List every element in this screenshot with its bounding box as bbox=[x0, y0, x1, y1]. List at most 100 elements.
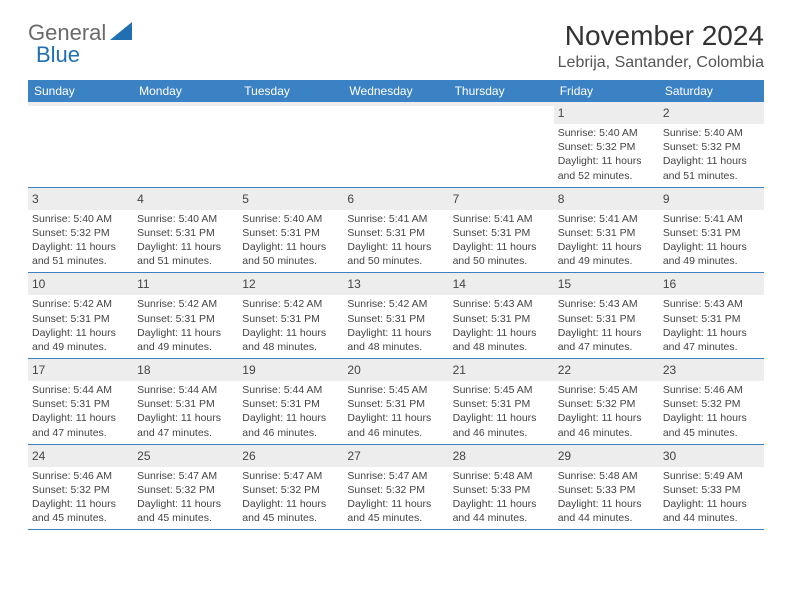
day-number: 28 bbox=[453, 449, 466, 463]
daynum-row: 21 bbox=[449, 359, 554, 381]
daynum-row: 30 bbox=[659, 445, 764, 467]
day-cell: 25 Sunrise: 5:47 AMSunset: 5:32 PMDayligh… bbox=[133, 445, 238, 530]
day-cell: 27Sunrise: 5:47 AMSunset: 5:32 PMDayligh… bbox=[343, 445, 448, 530]
day-content: Sunrise: 5:40 AMSunset: 5:32 PMDaylight:… bbox=[32, 212, 129, 269]
day-content: Sunrise: 5:44 AMSunset: 5:31 PMDaylight:… bbox=[32, 383, 129, 440]
day-content: Sunrise: 5:44 AMSunset: 5:31 PMDaylight:… bbox=[137, 383, 234, 440]
day-number: 12 bbox=[242, 277, 255, 291]
calendar: SundayMondayTuesdayWednesdayThursdayFrid… bbox=[28, 80, 764, 530]
daynum-row bbox=[28, 102, 133, 106]
day-cell bbox=[449, 102, 554, 187]
daynum-row: 22 bbox=[554, 359, 659, 381]
day-number: 5 bbox=[242, 192, 249, 206]
day-cell: 1Sunrise: 5:40 AMSunset: 5:32 PMDaylight… bbox=[554, 102, 659, 187]
day-number: 9 bbox=[663, 192, 670, 206]
day-cell: 10 Sunrise: 5:42 AMSunset: 5:31 PMDayligh… bbox=[28, 273, 133, 358]
daynum-row: 4 bbox=[133, 188, 238, 210]
day-cell: 9Sunrise: 5:41 AMSunset: 5:31 PMDaylight… bbox=[659, 188, 764, 273]
day-content: Sunrise: 5:48 AMSunset: 5:33 PMDaylight:… bbox=[453, 469, 550, 526]
day-number: 2 bbox=[663, 106, 670, 120]
day-content: Sunrise: 5:49 AMSunset: 5:33 PMDaylight:… bbox=[663, 469, 760, 526]
logo-word-blue: Blue bbox=[36, 42, 80, 67]
day-number: 18 bbox=[137, 363, 150, 377]
daynum-row: 8 bbox=[554, 188, 659, 210]
day-cell: 17 Sunrise: 5:44 AMSunset: 5:31 PMDayligh… bbox=[28, 359, 133, 444]
day-cell: 7Sunrise: 5:41 AMSunset: 5:31 PMDaylight… bbox=[449, 188, 554, 273]
day-number: 23 bbox=[663, 363, 676, 377]
day-number: 20 bbox=[347, 363, 360, 377]
logo-triangle-icon bbox=[110, 22, 132, 45]
day-cell: 28 Sunrise: 5:48 AMSunset: 5:33 PMDayligh… bbox=[449, 445, 554, 530]
day-cell: 5 Sunrise: 5:40 AMSunset: 5:31 PMDaylight… bbox=[238, 188, 343, 273]
day-cell: 13Sunrise: 5:42 AMSunset: 5:31 PMDayligh… bbox=[343, 273, 448, 358]
day-content: Sunrise: 5:45 AMSunset: 5:32 PMDaylight:… bbox=[558, 383, 655, 440]
day-content: Sunrise: 5:47 AMSunset: 5:32 PMDaylight:… bbox=[242, 469, 339, 526]
day-number: 1 bbox=[558, 106, 565, 120]
day-number: 29 bbox=[558, 449, 571, 463]
day-cell: 23 Sunrise: 5:46 AMSunset: 5:32 PMDayligh… bbox=[659, 359, 764, 444]
daynum-row: 23 bbox=[659, 359, 764, 381]
day-number: 17 bbox=[32, 363, 45, 377]
daynum-row: 12 bbox=[238, 273, 343, 295]
daynum-row: 26 bbox=[238, 445, 343, 467]
day-content: Sunrise: 5:42 AMSunset: 5:31 PMDaylight:… bbox=[242, 297, 339, 354]
day-content: Sunrise: 5:42 AMSunset: 5:31 PMDaylight:… bbox=[347, 297, 444, 354]
day-content: Sunrise: 5:47 AMSunset: 5:32 PMDaylight:… bbox=[137, 469, 234, 526]
day-cell: 14 Sunrise: 5:43 AMSunset: 5:31 PMDayligh… bbox=[449, 273, 554, 358]
week-row: 17 Sunrise: 5:44 AMSunset: 5:31 PMDayligh… bbox=[28, 359, 764, 445]
day-number: 8 bbox=[558, 192, 565, 206]
daynum-row bbox=[449, 102, 554, 106]
daynum-row: 14 bbox=[449, 273, 554, 295]
day-number: 19 bbox=[242, 363, 255, 377]
week-row: 1 Sunrise: 5:40 AMSunset: 5:32 PMDaylight… bbox=[28, 102, 764, 188]
day-content: Sunrise: 5:40 AMSunset: 5:31 PMDaylight:… bbox=[137, 212, 234, 269]
daynum-row: 28 bbox=[449, 445, 554, 467]
day-cell: 24Sunrise: 5:46 AMSunset: 5:32 PMDayligh… bbox=[28, 445, 133, 530]
day-cell: 18 Sunrise: 5:44 AMSunset: 5:31 PMDayligh… bbox=[133, 359, 238, 444]
day-cell bbox=[238, 102, 343, 187]
day-cell: 16Sunrise: 5:43 AMSunset: 5:31 PMDayligh… bbox=[659, 273, 764, 358]
day-content: Sunrise: 5:42 AMSunset: 5:31 PMDaylight:… bbox=[32, 297, 129, 354]
day-cell: 8Sunrise: 5:41 AMSunset: 5:31 PMDaylight… bbox=[554, 188, 659, 273]
daynum-row: 1 bbox=[554, 102, 659, 124]
daynum-row bbox=[238, 102, 343, 106]
daynum-row: 10 bbox=[28, 273, 133, 295]
day-cell: 26 Sunrise: 5:47 AMSunset: 5:32 PMDayligh… bbox=[238, 445, 343, 530]
day-content: Sunrise: 5:41 AMSunset: 5:31 PMDaylight:… bbox=[453, 212, 550, 269]
weekday-header-row: SundayMondayTuesdayWednesdayThursdayFrid… bbox=[28, 80, 764, 102]
day-content: Sunrise: 5:42 AMSunset: 5:31 PMDaylight:… bbox=[137, 297, 234, 354]
daynum-row bbox=[133, 102, 238, 106]
day-content: Sunrise: 5:43 AMSunset: 5:31 PMDaylight:… bbox=[453, 297, 550, 354]
day-number: 25 bbox=[137, 449, 150, 463]
day-number: 6 bbox=[347, 192, 354, 206]
day-number: 22 bbox=[558, 363, 571, 377]
daynum-row: 2 bbox=[659, 102, 764, 124]
day-number: 10 bbox=[32, 277, 45, 291]
day-cell: 15 Sunrise: 5:43 AMSunset: 5:31 PMDayligh… bbox=[554, 273, 659, 358]
week-row: 3 Sunrise: 5:40 AMSunset: 5:32 PMDaylight… bbox=[28, 188, 764, 274]
daynum-row: 13 bbox=[343, 273, 448, 295]
day-content: Sunrise: 5:46 AMSunset: 5:32 PMDaylight:… bbox=[32, 469, 129, 526]
weekday-sunday: Sunday bbox=[28, 80, 133, 102]
day-content: Sunrise: 5:45 AMSunset: 5:31 PMDaylight:… bbox=[347, 383, 444, 440]
day-number: 15 bbox=[558, 277, 571, 291]
day-number: 21 bbox=[453, 363, 466, 377]
daynum-row: 19 bbox=[238, 359, 343, 381]
day-number: 26 bbox=[242, 449, 255, 463]
day-content: Sunrise: 5:41 AMSunset: 5:31 PMDaylight:… bbox=[347, 212, 444, 269]
day-cell: 29 Sunrise: 5:48 AMSunset: 5:33 PMDayligh… bbox=[554, 445, 659, 530]
day-content: Sunrise: 5:44 AMSunset: 5:31 PMDaylight:… bbox=[242, 383, 339, 440]
day-content: Sunrise: 5:40 AMSunset: 5:32 PMDaylight:… bbox=[663, 126, 760, 183]
day-content: Sunrise: 5:46 AMSunset: 5:32 PMDaylight:… bbox=[663, 383, 760, 440]
day-cell: 21Sunrise: 5:45 AMSunset: 5:31 PMDayligh… bbox=[449, 359, 554, 444]
daynum-row: 25 bbox=[133, 445, 238, 467]
day-number: 3 bbox=[32, 192, 39, 206]
day-cell: 6 Sunrise: 5:41 AMSunset: 5:31 PMDaylight… bbox=[343, 188, 448, 273]
day-content: Sunrise: 5:48 AMSunset: 5:33 PMDaylight:… bbox=[558, 469, 655, 526]
day-content: Sunrise: 5:43 AMSunset: 5:31 PMDaylight:… bbox=[558, 297, 655, 354]
day-content: Sunrise: 5:40 AMSunset: 5:31 PMDaylight:… bbox=[242, 212, 339, 269]
day-cell: 19 Sunrise: 5:44 AMSunset: 5:31 PMDayligh… bbox=[238, 359, 343, 444]
day-content: Sunrise: 5:47 AMSunset: 5:32 PMDaylight:… bbox=[347, 469, 444, 526]
day-cell: 20 Sunrise: 5:45 AMSunset: 5:31 PMDayligh… bbox=[343, 359, 448, 444]
day-number: 14 bbox=[453, 277, 466, 291]
